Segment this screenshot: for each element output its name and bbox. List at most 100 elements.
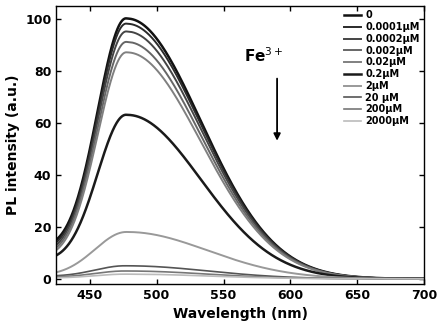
0.02μM xyxy=(54,248,59,252)
0.0002μM xyxy=(117,35,123,39)
0.02μM xyxy=(375,276,380,280)
Line: 20 μM: 20 μM xyxy=(56,266,424,279)
0.0001μM xyxy=(117,27,123,31)
Line: 0.2μM: 0.2μM xyxy=(56,115,424,279)
0.2μM xyxy=(415,277,420,281)
20 μM xyxy=(96,267,101,271)
Line: 0.0002μM: 0.0002μM xyxy=(56,31,424,279)
0 xyxy=(375,276,380,280)
2μM xyxy=(211,250,216,254)
Line: 0.002μM: 0.002μM xyxy=(56,42,424,279)
2000μM xyxy=(96,273,101,277)
Legend: 0, 0.0001μM, 0.0002μM, 0.002μM, 0.02μM, 0.2μM, 2μM, 20 μM, 200μM, 2000μM: 0, 0.0001μM, 0.0002μM, 0.002μM, 0.02μM, … xyxy=(342,9,421,128)
0 xyxy=(211,146,216,150)
2μM xyxy=(124,230,129,234)
0.002μM xyxy=(422,277,427,281)
Line: 2μM: 2μM xyxy=(56,232,424,279)
0.002μM xyxy=(124,40,129,44)
0.2μM xyxy=(124,113,129,117)
Text: Fe$^{3+}$: Fe$^{3+}$ xyxy=(244,47,283,65)
0.0002μM xyxy=(195,120,200,124)
Line: 2000μM: 2000μM xyxy=(56,274,424,279)
Line: 0: 0 xyxy=(56,18,424,279)
200μM xyxy=(96,271,101,275)
0.02μM xyxy=(117,55,123,59)
2000μM xyxy=(415,277,420,281)
0.02μM xyxy=(124,50,129,54)
0.0001μM xyxy=(96,111,101,114)
20 μM xyxy=(375,277,380,281)
0.2μM xyxy=(117,116,123,120)
0.0001μM xyxy=(375,276,380,280)
0.0001μM xyxy=(124,22,129,26)
2μM xyxy=(117,231,123,235)
2μM xyxy=(422,277,427,281)
20 μM xyxy=(195,268,200,272)
0 xyxy=(415,277,420,281)
200μM xyxy=(375,277,380,281)
0.002μM xyxy=(96,123,101,127)
0.0002μM xyxy=(422,277,427,281)
2000μM xyxy=(117,272,123,276)
200μM xyxy=(195,271,200,275)
0 xyxy=(195,112,200,116)
2μM xyxy=(375,277,380,281)
0.0001μM xyxy=(195,115,200,119)
Line: 0.02μM: 0.02μM xyxy=(56,52,424,279)
20 μM xyxy=(415,277,420,281)
0.0001μM xyxy=(211,148,216,152)
0 xyxy=(54,238,59,242)
0.02μM xyxy=(211,163,216,167)
200μM xyxy=(117,269,123,273)
0.002μM xyxy=(211,158,216,162)
2μM xyxy=(96,245,101,249)
2000μM xyxy=(195,274,200,278)
0 xyxy=(124,16,129,20)
0 xyxy=(117,22,123,26)
0.02μM xyxy=(422,277,427,281)
Line: 0.0001μM: 0.0001μM xyxy=(56,24,424,279)
200μM xyxy=(422,277,427,281)
200μM xyxy=(211,272,216,276)
0.02μM xyxy=(96,131,101,135)
0.0002μM xyxy=(54,243,59,247)
200μM xyxy=(415,277,420,281)
0.0001μM xyxy=(54,240,59,244)
Y-axis label: PL intensity (a.u.): PL intensity (a.u.) xyxy=(6,75,19,215)
0.02μM xyxy=(195,133,200,137)
200μM xyxy=(54,275,59,279)
200μM xyxy=(122,269,127,273)
0.002μM xyxy=(117,45,123,49)
0.002μM xyxy=(54,246,59,250)
X-axis label: Wavelength (nm): Wavelength (nm) xyxy=(173,307,308,321)
0.02μM xyxy=(415,277,420,281)
20 μM xyxy=(211,269,216,273)
20 μM xyxy=(122,264,128,268)
2μM xyxy=(415,277,420,281)
20 μM xyxy=(422,277,427,281)
2000μM xyxy=(375,277,380,281)
0.0002μM xyxy=(375,276,380,280)
0.2μM xyxy=(195,173,200,177)
2000μM xyxy=(54,276,59,280)
0.0002μM xyxy=(124,29,129,33)
0.0001μM xyxy=(422,277,427,281)
0.002μM xyxy=(415,277,420,281)
0.2μM xyxy=(96,170,101,174)
0.2μM xyxy=(375,276,380,280)
0.002μM xyxy=(375,276,380,280)
0.0002μM xyxy=(96,116,101,120)
Line: 200μM: 200μM xyxy=(56,271,424,279)
0.002μM xyxy=(195,127,200,131)
0 xyxy=(96,106,101,110)
0.0001μM xyxy=(415,277,420,281)
2000μM xyxy=(422,277,427,281)
2μM xyxy=(195,245,200,249)
0.2μM xyxy=(54,253,59,257)
0.2μM xyxy=(211,194,216,198)
0 xyxy=(422,277,427,281)
20 μM xyxy=(117,264,123,268)
2000μM xyxy=(211,274,216,278)
20 μM xyxy=(54,274,59,278)
0.2μM xyxy=(422,277,427,281)
